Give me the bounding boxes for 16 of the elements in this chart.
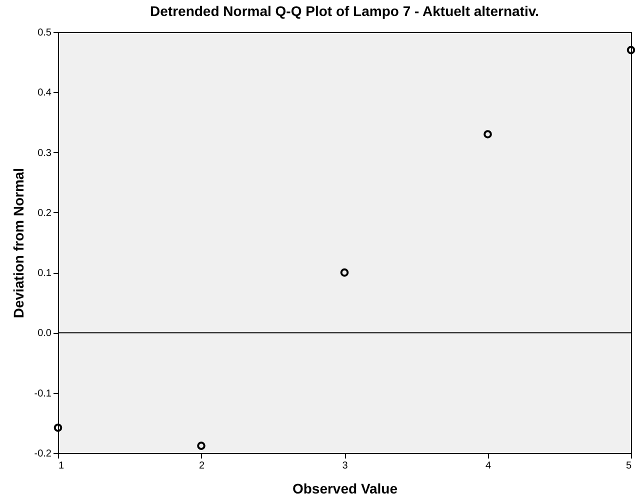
y-tick-label: 0.5 bbox=[38, 28, 52, 38]
x-tick-label: 1 bbox=[58, 460, 64, 472]
x-axis-title: Observed Value bbox=[292, 480, 398, 496]
y-axis-title: Deviation from Normal bbox=[10, 168, 26, 318]
y-tick-label: 0.3 bbox=[38, 148, 52, 159]
x-tick-label: 4 bbox=[485, 460, 492, 472]
y-tick-label: -0.1 bbox=[34, 388, 52, 400]
y-tick-label: 0.1 bbox=[38, 268, 52, 280]
x-tick-label: 5 bbox=[626, 460, 632, 472]
y-tick-label: 0.0 bbox=[38, 328, 52, 340]
y-tick-label: 0.4 bbox=[38, 88, 52, 99]
x-tick-label: 3 bbox=[342, 460, 348, 472]
chart-title: Detrended Normal Q-Q Plot of Lampo 7 - Aktuelt alternativ. bbox=[150, 3, 539, 19]
y-tick-label: -0.2 bbox=[34, 448, 52, 460]
x-tick-label: 2 bbox=[198, 460, 205, 472]
y-tick-label: 0.2 bbox=[38, 208, 52, 219]
